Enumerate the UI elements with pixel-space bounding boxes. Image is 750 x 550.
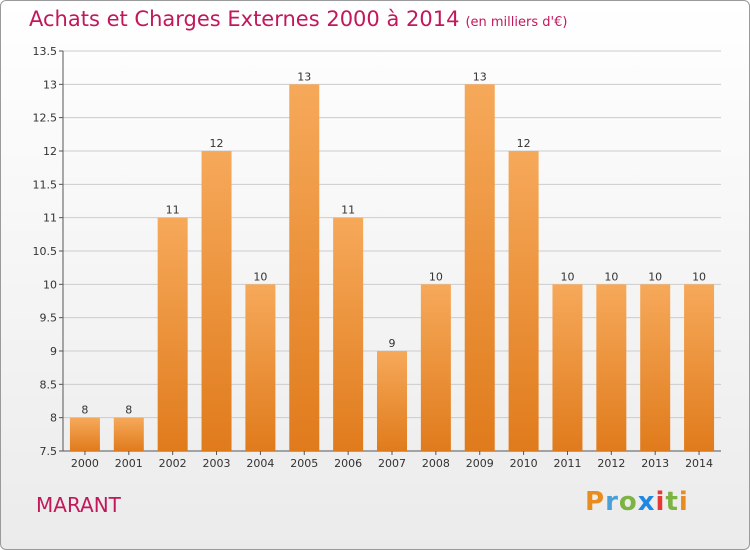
bar (113, 417, 144, 451)
x-tick-label: 2000 (71, 457, 99, 470)
bar-value-label: 12 (210, 137, 224, 150)
y-tick-label: 8.5 (40, 378, 58, 391)
x-tick-label: 2011 (553, 457, 581, 470)
x-tick-label: 2012 (597, 457, 625, 470)
proxiti-logo: Proxiti (585, 487, 689, 517)
place-name: MARANT (36, 493, 121, 517)
x-tick-label: 2014 (685, 457, 713, 470)
bar-value-label: 10 (692, 270, 706, 283)
logo-letter: o (618, 487, 638, 517)
y-tick-label: 13.5 (33, 45, 58, 58)
y-tick-label: 9.5 (40, 312, 58, 325)
x-tick-label: 2010 (510, 457, 538, 470)
bar-value-label: 10 (429, 270, 443, 283)
bar (552, 284, 583, 451)
bar (289, 84, 320, 451)
bar (245, 284, 276, 451)
chart-title: Achats et Charges Externes 2000 à 2014 (e… (29, 7, 567, 31)
x-tick-label: 2001 (115, 457, 143, 470)
bar-value-label: 13 (297, 70, 311, 83)
bar-value-label: 10 (648, 270, 662, 283)
y-tick-label: 10 (43, 278, 57, 291)
bar (377, 351, 407, 451)
logo-letter: i (655, 487, 666, 517)
y-tick-label: 10.5 (33, 245, 58, 258)
x-tick-label: 2005 (290, 457, 318, 470)
bar (69, 417, 100, 451)
y-tick-label: 13 (43, 78, 57, 91)
bar (201, 151, 232, 451)
bar (464, 84, 495, 451)
chart-subtitle: (en milliers d'€) (465, 15, 568, 30)
y-tick-label: 9 (50, 345, 57, 358)
logo-letter: r (605, 487, 619, 517)
bar (333, 217, 364, 451)
y-tick-label: 8 (50, 412, 57, 425)
y-tick-label: 11.5 (33, 178, 58, 191)
y-tick-label: 7.5 (40, 445, 58, 458)
bar-value-label: 10 (253, 270, 267, 283)
bar-value-label: 9 (389, 337, 396, 350)
x-tick-label: 2002 (159, 457, 187, 470)
bar-value-label: 12 (517, 137, 531, 150)
chart-title-text: Achats et Charges Externes 2000 à 2014 (29, 7, 460, 31)
x-tick-label: 2006 (334, 457, 362, 470)
x-tick-label: 2004 (246, 457, 274, 470)
y-tick-label: 12 (43, 145, 57, 158)
bar-value-label: 13 (473, 70, 487, 83)
bar (157, 217, 188, 451)
bar (596, 284, 627, 451)
bar-value-label: 10 (604, 270, 618, 283)
bar (640, 284, 671, 451)
logo-letter: x (637, 487, 656, 517)
logo-letter: t (665, 487, 679, 517)
x-tick-label: 2007 (378, 457, 406, 470)
logo-letter: i (678, 487, 689, 517)
x-tick-label: 2008 (422, 457, 450, 470)
y-tick-label: 12.5 (33, 112, 58, 125)
bar-value-label: 8 (125, 404, 132, 417)
bar-value-label: 11 (341, 204, 355, 217)
bar (508, 151, 539, 451)
bar-value-label: 10 (560, 270, 574, 283)
bar-value-label: 8 (81, 404, 88, 417)
y-tick-label: 11 (43, 212, 57, 225)
bar-value-label: 11 (166, 204, 180, 217)
x-tick-label: 2003 (203, 457, 231, 470)
logo-letter: P (585, 487, 606, 517)
bar (420, 284, 451, 451)
bar (684, 284, 715, 451)
x-tick-label: 2009 (466, 457, 494, 470)
x-tick-label: 2013 (641, 457, 669, 470)
